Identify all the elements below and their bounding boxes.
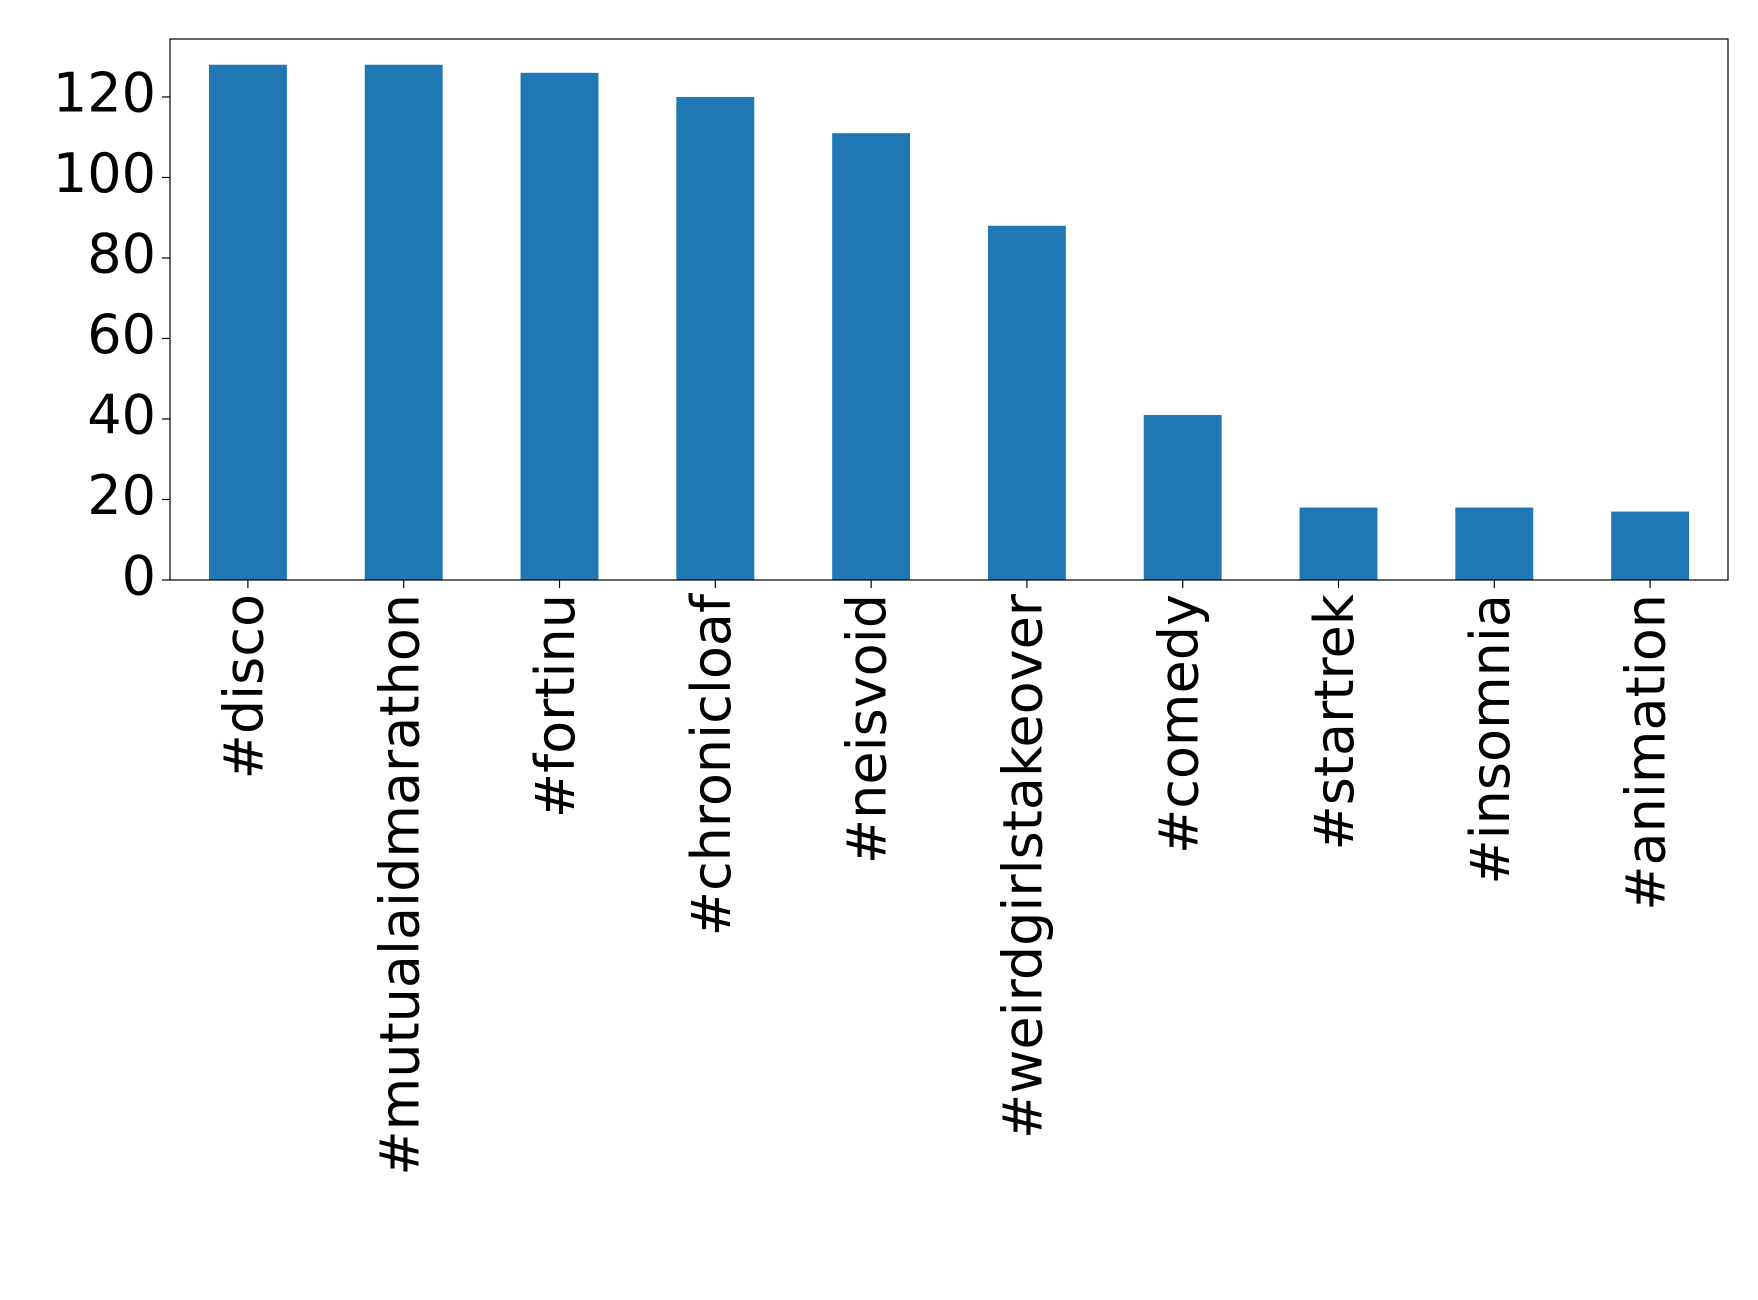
y-tick-label: 0 (122, 545, 156, 608)
x-tick-label: #disco (213, 594, 276, 779)
bar (364, 64, 443, 580)
x-tick-label: #mutualaidmarathon (368, 594, 431, 1176)
x-tick-label: #comedy (1147, 594, 1210, 854)
bar (520, 72, 599, 580)
x-tick-label: #neisvoid (836, 594, 899, 864)
bar (208, 64, 287, 580)
bar (987, 225, 1066, 580)
x-tick-label: #animation (1615, 594, 1678, 911)
bar (1299, 507, 1378, 580)
bar (832, 133, 911, 581)
x-tick-label: #fortinu (524, 594, 587, 818)
bar (1611, 511, 1690, 580)
y-tick-label: 120 (53, 62, 156, 125)
y-tick-label: 100 (53, 142, 156, 205)
bar (1455, 507, 1534, 580)
x-tick-label: #insomnia (1459, 594, 1522, 885)
x-tick-label: #chronicloaf (680, 592, 743, 936)
y-tick-label: 60 (87, 303, 156, 366)
y-tick-label: 20 (87, 464, 156, 527)
x-tick-label: #weirdgirlstakeover (992, 593, 1055, 1139)
bar (1143, 414, 1222, 580)
bar (676, 96, 755, 580)
y-tick-label: 40 (87, 384, 156, 447)
plot-frame (169, 38, 1729, 581)
y-tick-label: 80 (87, 223, 156, 286)
x-tick-label: #startrek (1303, 593, 1366, 850)
